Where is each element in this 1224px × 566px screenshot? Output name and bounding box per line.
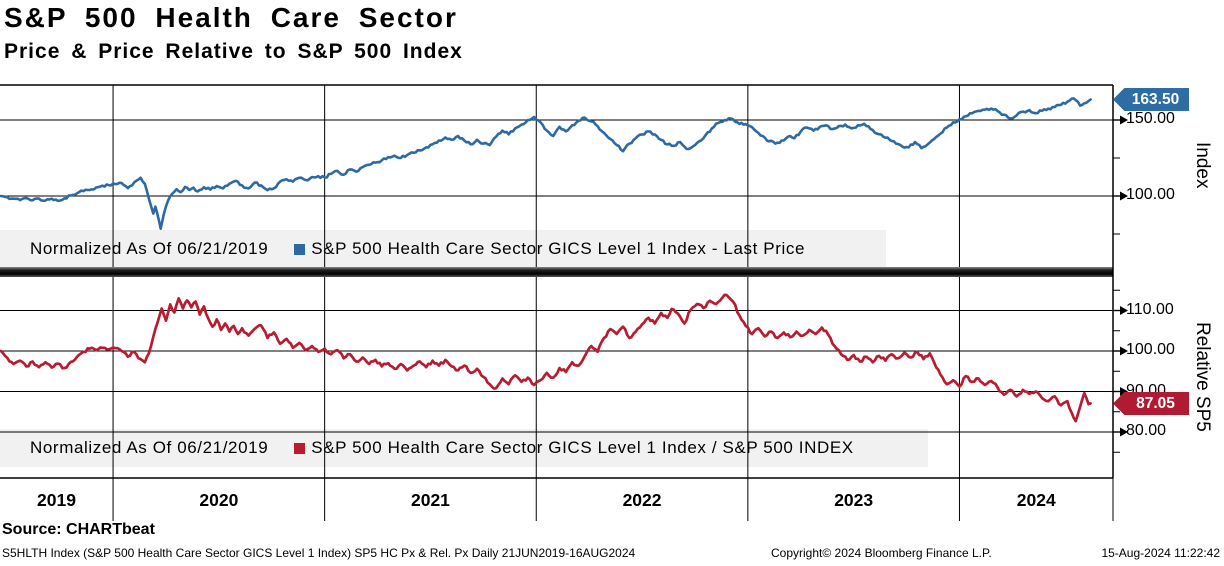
legend-normalized-note: Normalized As Of 06/21/2019: [30, 239, 269, 258]
y-tick-label: 150.00: [1126, 110, 1175, 127]
y-axis-title-relative: Relative SP5: [1192, 322, 1213, 432]
legend-relative: Normalized As Of 06/21/2019 S&P 500 Heal…: [0, 429, 854, 467]
y-tick-label: 100.00: [1126, 341, 1175, 358]
y-tick-label: 100.00: [1126, 186, 1175, 203]
legend-normalized-note: Normalized As Of 06/21/2019: [30, 438, 269, 457]
copyright-note: Copyright© 2024 Bloomberg Finance L.P.: [771, 546, 992, 560]
x-tick-label-year: 2019: [37, 490, 76, 510]
source-note: Source: CHARTbeat: [2, 521, 155, 538]
legend-price: Normalized As Of 06/21/2019 S&P 500 Heal…: [0, 230, 805, 268]
x-tick-label-year: 2021: [410, 490, 450, 510]
ticker-description: S5HLTH Index (S&P 500 Health Care Sector…: [2, 546, 636, 560]
x-tick-label-year: 2020: [199, 490, 239, 510]
y-tick-label: 80.00: [1126, 422, 1167, 439]
x-tick-label-year: 2023: [834, 490, 874, 510]
page-title: S&P 500 Health Care Sector: [4, 2, 458, 33]
x-tick-label-year: 2022: [622, 490, 662, 510]
legend-label-price: S&P 500 Health Care Sector GICS Level 1 …: [311, 239, 805, 258]
y-tick-label: 110.00: [1126, 300, 1174, 318]
timestamp: 15-Aug-2024 11:22:42: [1101, 546, 1220, 560]
last-price-callout: 163.50: [1113, 87, 1189, 111]
legend-swatch-price: [294, 243, 306, 255]
legend-swatch-relative: [294, 442, 306, 454]
legend-label-relative: S&P 500 Health Care Sector GICS Level 1 …: [311, 438, 854, 457]
y-axis-title-index: Index: [1192, 142, 1213, 189]
page-subtitle: Price & Price Relative to S&P 500 Index: [4, 40, 463, 63]
x-tick-label-year: 2024: [1016, 490, 1056, 510]
last-relative-callout: 87.05: [1113, 391, 1189, 415]
